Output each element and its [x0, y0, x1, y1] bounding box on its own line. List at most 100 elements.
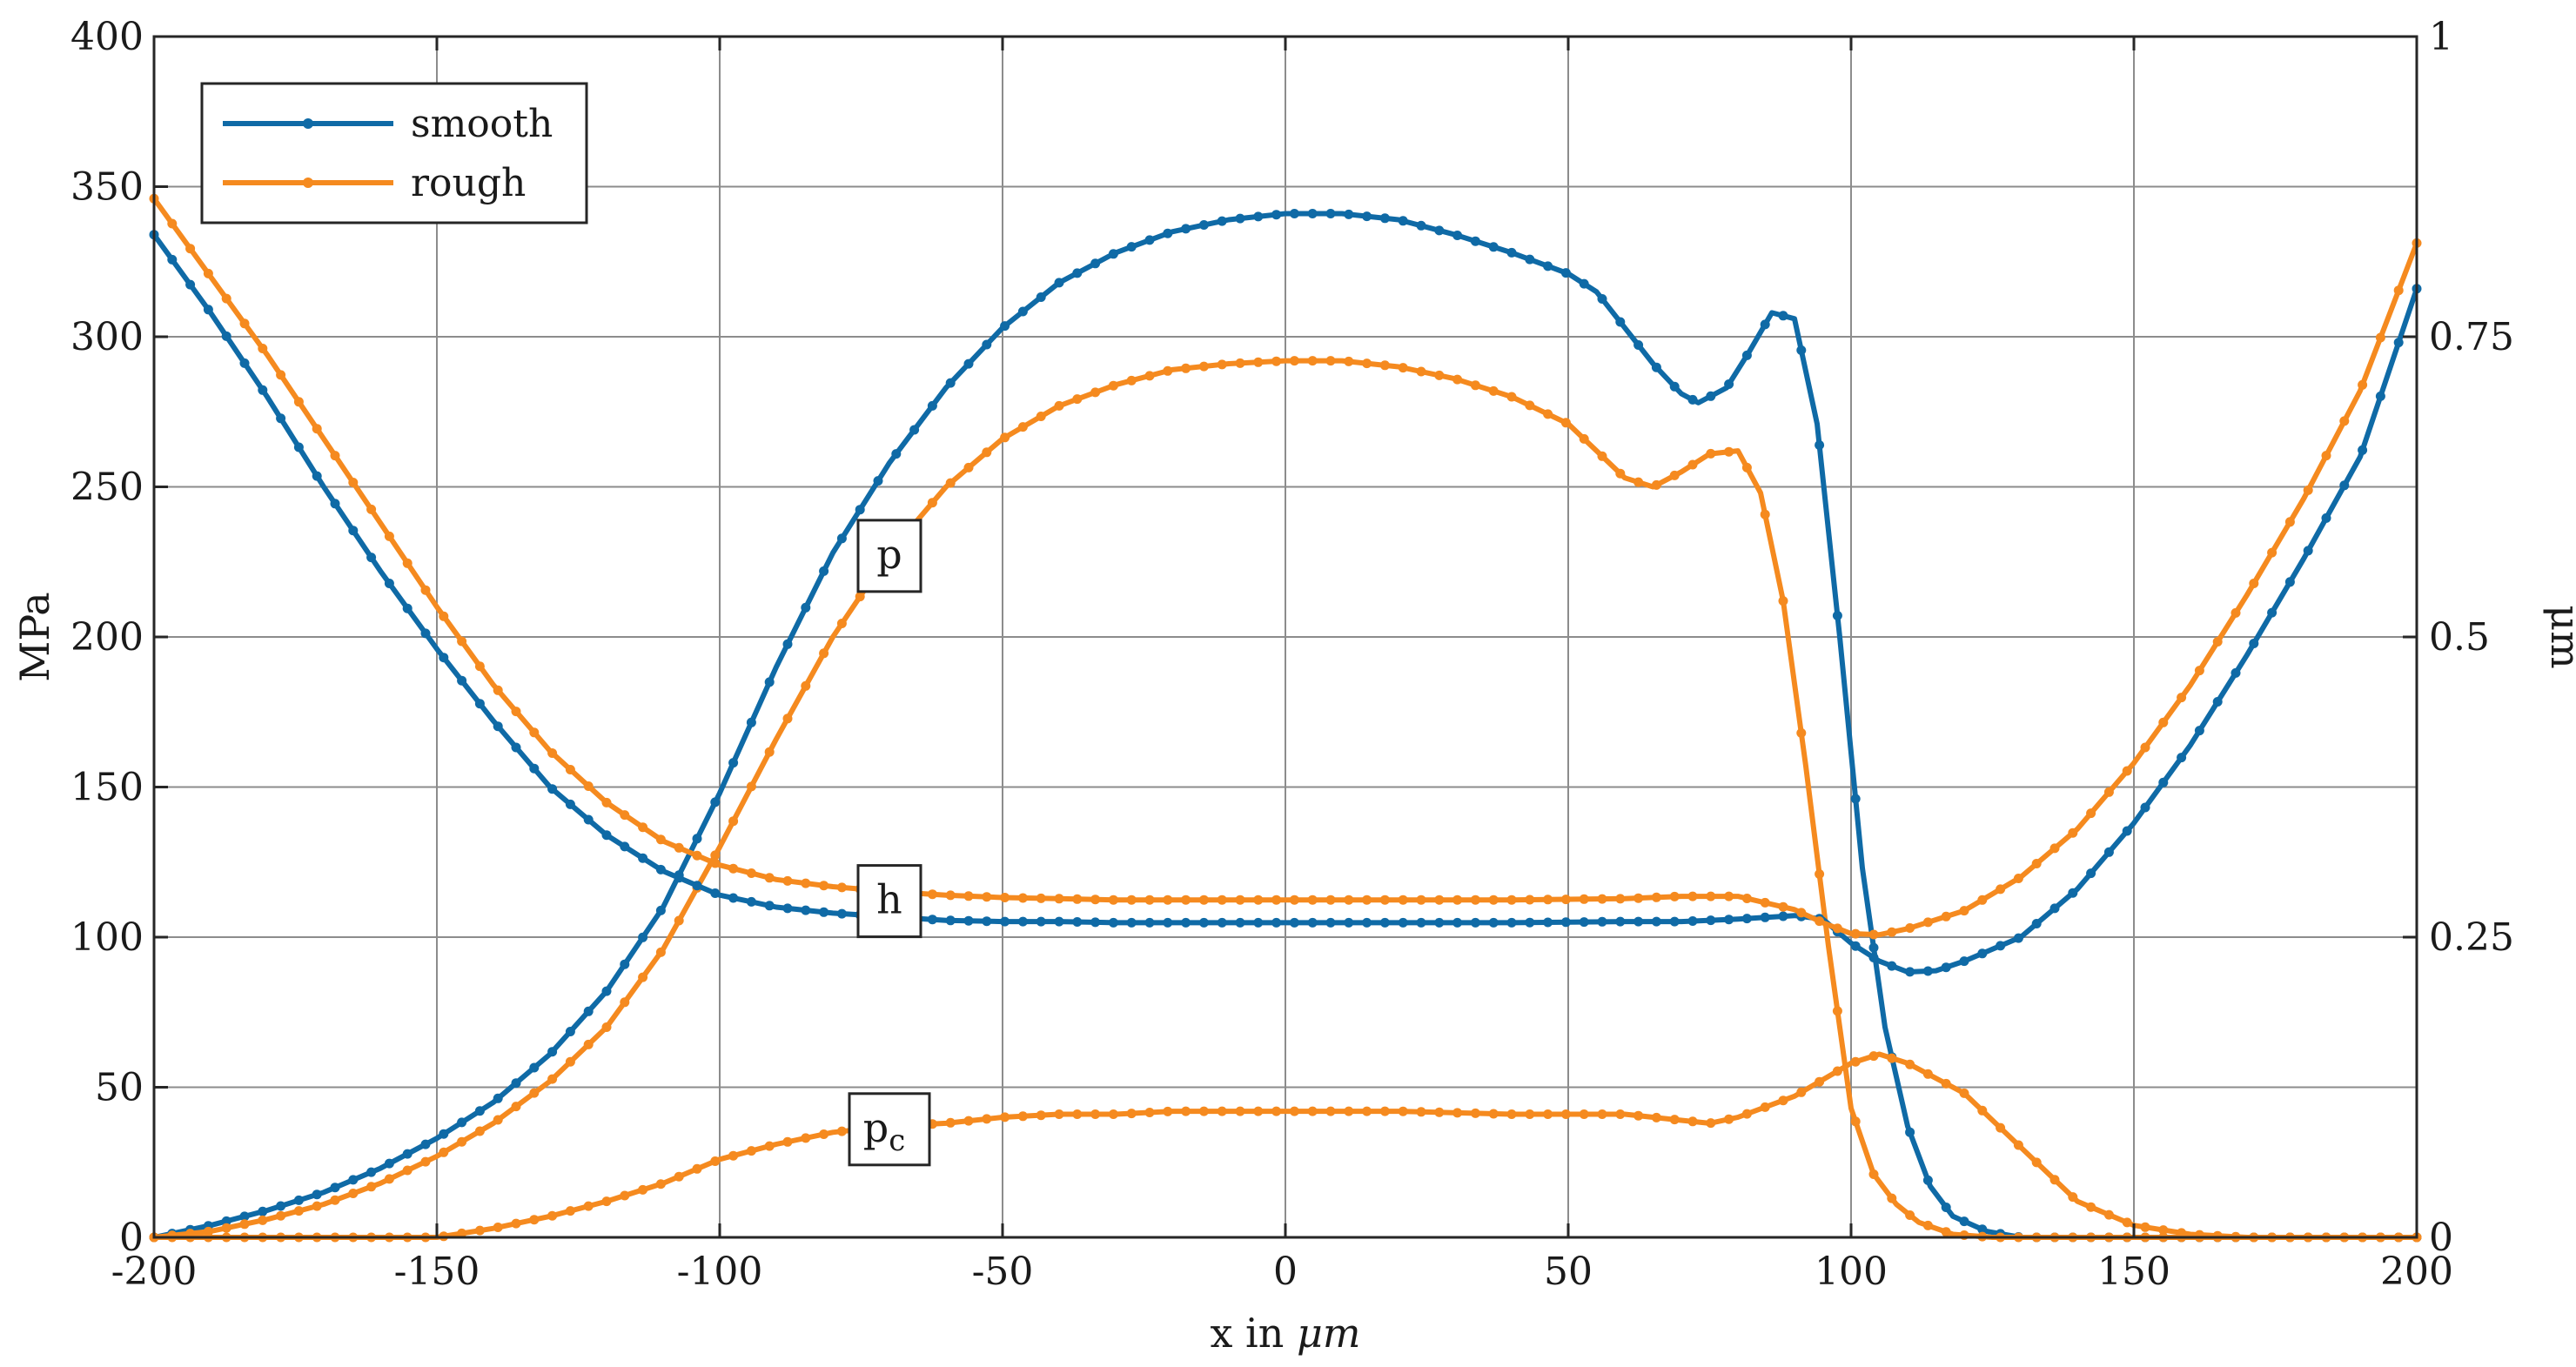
data-point — [620, 841, 630, 852]
curve-label-main: h — [876, 876, 902, 923]
data-point — [1922, 966, 1933, 976]
data-point — [2031, 1157, 2042, 1168]
data-point — [1815, 1076, 1825, 1087]
data-point — [801, 1133, 811, 1143]
data-point — [1362, 211, 1372, 222]
data-point — [1379, 213, 1390, 224]
curve-label-text: pc — [863, 1104, 906, 1158]
data-point — [2267, 607, 2277, 618]
y-right-tick-label: 0.5 — [2429, 615, 2490, 660]
data-point — [1815, 869, 1825, 879]
data-point — [239, 358, 250, 368]
data-point — [529, 727, 540, 738]
data-point — [1344, 917, 1354, 928]
data-point — [1217, 216, 1227, 226]
data-point — [1525, 895, 1535, 905]
data-point — [203, 305, 213, 315]
data-point — [2177, 1228, 2187, 1238]
y-axis-right: 0 0.25 0.5 0.75 1 — [2403, 15, 2514, 1260]
data-point — [1579, 894, 1589, 904]
data-point — [1669, 470, 1680, 480]
data-point — [1796, 908, 1807, 918]
data-point — [1996, 1122, 2006, 1133]
data-point — [276, 370, 286, 380]
data-point — [1434, 917, 1445, 928]
data-point — [909, 425, 920, 435]
data-point — [692, 1163, 702, 1174]
data-point — [2158, 1225, 2169, 1236]
data-point — [801, 680, 811, 691]
data-point — [1000, 432, 1010, 443]
data-point — [1235, 213, 1245, 224]
data-point — [1000, 893, 1010, 902]
data-point — [1868, 1169, 1879, 1179]
x-axis-title-unit: μm — [1297, 1310, 1361, 1357]
data-point — [439, 653, 449, 663]
data-point — [1289, 917, 1299, 928]
data-point — [1525, 254, 1535, 265]
data-point — [945, 378, 956, 388]
curve-label-box — [848, 1092, 931, 1167]
data-point — [1054, 894, 1064, 904]
data-point — [601, 1196, 612, 1207]
data-point — [1669, 916, 1680, 927]
data-point — [1036, 893, 1046, 903]
data-point — [836, 882, 847, 893]
data-point — [1687, 916, 1698, 926]
data-point — [493, 685, 503, 695]
data-point — [1181, 917, 1191, 928]
data-point — [1163, 365, 1173, 376]
data-point — [801, 905, 811, 915]
legend-label: rough — [411, 161, 526, 205]
data-point — [276, 413, 286, 424]
data-point — [1832, 923, 1842, 934]
data-point — [1289, 895, 1299, 905]
data-point — [601, 986, 612, 996]
data-point — [655, 864, 666, 874]
data-point — [221, 331, 231, 341]
data-point — [1706, 448, 1716, 459]
data-point — [1054, 278, 1064, 288]
data-point — [1579, 278, 1589, 289]
data-point — [1706, 1118, 1716, 1129]
data-point — [927, 498, 937, 508]
data-point — [565, 1056, 575, 1067]
x-axis-title-prefix: x in — [1210, 1310, 1284, 1357]
data-point — [439, 1147, 449, 1157]
data-point — [1379, 895, 1390, 905]
data-point — [1615, 894, 1626, 904]
data-point — [1325, 895, 1336, 905]
data-point — [1108, 895, 1118, 905]
data-point — [1977, 1105, 1988, 1116]
data-point — [330, 451, 340, 461]
data-point — [1398, 917, 1408, 928]
y-left-tick-label: 0 — [119, 1216, 144, 1260]
data-point — [384, 1158, 394, 1169]
data-point — [674, 842, 684, 853]
data-point — [1289, 356, 1299, 366]
x-tick-label: 150 — [2097, 1250, 2170, 1294]
data-point — [565, 765, 575, 774]
data-point — [1108, 917, 1118, 928]
data-point — [2158, 777, 2169, 787]
data-point — [1741, 914, 1752, 924]
data-point — [1325, 356, 1336, 366]
data-point — [1163, 917, 1173, 928]
data-point — [1706, 891, 1716, 901]
data-point — [384, 531, 394, 541]
data-point — [1597, 1109, 1607, 1119]
data-point — [1850, 928, 1861, 939]
data-point — [2122, 766, 2132, 776]
data-point — [402, 603, 413, 613]
data-point — [1669, 381, 1680, 392]
data-point — [1615, 317, 1626, 327]
data-point — [1198, 220, 1209, 230]
data-point — [1271, 895, 1282, 905]
data-point — [1198, 895, 1209, 905]
data-point — [1379, 360, 1390, 371]
data-point — [1741, 462, 1752, 472]
data-point — [547, 784, 558, 794]
data-point — [1398, 216, 1408, 226]
data-point — [1760, 1102, 1770, 1112]
data-point — [312, 424, 322, 434]
